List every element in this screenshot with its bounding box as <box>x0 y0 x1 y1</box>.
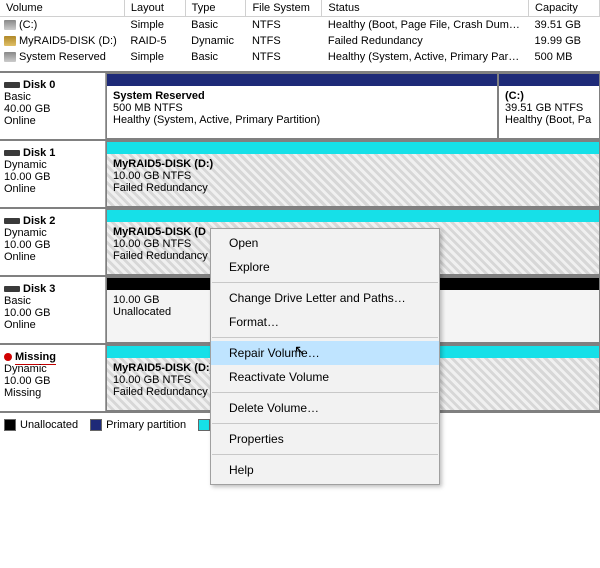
volume-icon <box>4 52 16 62</box>
missing-disk-icon <box>4 353 12 361</box>
volume-name: MyRAID5-DISK (D:) <box>19 35 117 47</box>
column-header-capacity[interactable]: Capacity <box>529 0 600 17</box>
column-header-status[interactable]: Status <box>322 0 529 17</box>
disk-name: Disk 2 <box>23 215 55 227</box>
menu-item-reactivate-volume[interactable]: Reactivate Volume <box>211 365 439 389</box>
partition[interactable]: MyRAID5-DISK (D:)10.00 GB NTFSFailed Red… <box>106 141 600 207</box>
volume-icon <box>4 20 16 30</box>
legend-swatch <box>198 419 210 431</box>
menu-item-properties[interactable]: Properties <box>211 427 439 451</box>
disk-icon <box>4 150 20 156</box>
partition[interactable]: System Reserved500 MB NTFSHealthy (Syste… <box>106 73 498 139</box>
disk-info-panel[interactable]: Disk 2Dynamic10.00 GBOnline <box>0 209 106 275</box>
disk-kind: Dynamic <box>4 227 99 239</box>
menu-item-help[interactable]: Help <box>211 458 439 482</box>
disk-state: Missing <box>4 387 99 399</box>
menu-separator <box>212 423 438 424</box>
raid-volume-icon <box>4 36 16 46</box>
menu-separator <box>212 282 438 283</box>
partition-title: (C:) <box>505 90 593 102</box>
disk-size: 10.00 GB <box>4 239 99 251</box>
menu-item-repair-volume[interactable]: Repair Volume… <box>211 341 439 365</box>
legend-label: Unallocated <box>20 419 78 431</box>
disk-icon <box>4 82 20 88</box>
disk-kind: Basic <box>4 295 99 307</box>
disk-info-panel[interactable]: Disk 3Basic10.00 GBOnline <box>0 277 106 343</box>
menu-item-open[interactable]: Open <box>211 231 439 255</box>
menu-separator <box>212 337 438 338</box>
menu-item-explore[interactable]: Explore <box>211 255 439 279</box>
column-header-file-system[interactable]: File System <box>246 0 322 17</box>
column-header-type[interactable]: Type <box>185 0 246 17</box>
column-header-volume[interactable]: Volume <box>0 0 124 17</box>
context-menu[interactable]: OpenExplore Change Drive Letter and Paths… <box>210 228 440 485</box>
partition-size: 500 MB NTFS <box>113 102 491 114</box>
menu-item-format[interactable]: Format… <box>211 310 439 334</box>
disk-icon <box>4 218 20 224</box>
disk-size: 40.00 GB <box>4 103 99 115</box>
volume-list-table[interactable]: VolumeLayoutTypeFile SystemStatusCapacit… <box>0 0 600 65</box>
volume-row[interactable]: System ReservedSimpleBasicNTFSHealthy (S… <box>0 49 600 65</box>
volume-row[interactable]: MyRAID5-DISK (D:)RAID-5DynamicNTFSFailed… <box>0 33 600 49</box>
menu-separator <box>212 392 438 393</box>
legend-swatch <box>90 419 102 431</box>
disk-size: 10.00 GB <box>4 375 99 387</box>
disk-row: Disk 0Basic40.00 GBOnlineSystem Reserved… <box>0 73 600 141</box>
legend-item: Unallocated <box>4 419 78 431</box>
disk-info-panel[interactable]: Disk 0Basic40.00 GBOnline <box>0 73 106 139</box>
partition-size: 10.00 GB NTFS <box>113 170 593 182</box>
partition-title: MyRAID5-DISK (D:) <box>113 158 593 170</box>
partition[interactable]: (C:)39.51 GB NTFSHealthy (Boot, Pa <box>498 73 600 139</box>
menu-item-change-drive-letter-and-paths[interactable]: Change Drive Letter and Paths… <box>211 286 439 310</box>
disk-state: Online <box>4 251 99 263</box>
disk-name: Disk 3 <box>23 283 55 295</box>
disk-size: 10.00 GB <box>4 307 99 319</box>
partition-color-bar <box>107 74 497 86</box>
volume-name: (C:) <box>19 19 37 31</box>
disk-icon <box>4 286 20 292</box>
partition-status: Healthy (System, Active, Primary Partiti… <box>113 114 491 126</box>
legend-item: Primary partition <box>90 419 186 431</box>
partition-color-bar <box>107 142 599 154</box>
disk-kind: Basic <box>4 91 99 103</box>
partition-title: System Reserved <box>113 90 491 102</box>
volume-name: System Reserved <box>19 51 106 63</box>
partition-status: Failed Redundancy <box>113 182 593 194</box>
disk-state: Online <box>4 319 99 331</box>
disk-info-panel[interactable]: MissingDynamic10.00 GBMissing <box>0 345 106 411</box>
disk-row: Disk 1Dynamic10.00 GBOnlineMyRAID5-DISK … <box>0 141 600 209</box>
disk-state: Online <box>4 115 99 127</box>
partition-color-bar <box>499 74 599 86</box>
volume-row[interactable]: (C:)SimpleBasicNTFSHealthy (Boot, Page F… <box>0 17 600 34</box>
disk-size: 10.00 GB <box>4 171 99 183</box>
disk-name: Disk 1 <box>23 147 55 159</box>
disk-kind: Dynamic <box>4 159 99 171</box>
menu-item-delete-volume[interactable]: Delete Volume… <box>211 396 439 420</box>
column-header-layout[interactable]: Layout <box>124 0 185 17</box>
legend-swatch <box>4 419 16 431</box>
partition-status: Healthy (Boot, Pa <box>505 114 593 126</box>
legend-label: Primary partition <box>106 419 186 431</box>
menu-separator <box>212 454 438 455</box>
disk-state: Online <box>4 183 99 195</box>
disk-name: Disk 0 <box>23 79 55 91</box>
disk-info-panel[interactable]: Disk 1Dynamic10.00 GBOnline <box>0 141 106 207</box>
partition-size: 39.51 GB NTFS <box>505 102 593 114</box>
partition-color-bar <box>107 210 599 222</box>
